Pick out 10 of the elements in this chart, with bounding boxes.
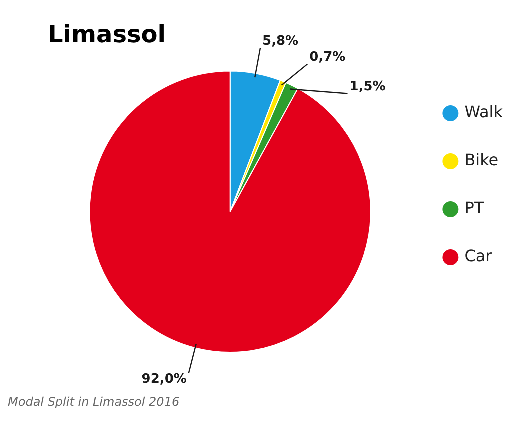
data-label: 92,0%	[142, 372, 187, 388]
data-label: 5,8%	[262, 34, 299, 49]
legend-label: PT	[464, 198, 484, 218]
data-label: 1,5%	[350, 80, 386, 95]
data-label: 0,7%	[310, 50, 346, 66]
legend-label: Car	[464, 246, 493, 266]
legend-label: Walk	[464, 102, 504, 122]
legend-label: Bike	[464, 150, 499, 170]
text: Modal Split in Limassol 2016	[8, 395, 181, 409]
chart-title: Limassol	[48, 20, 166, 49]
